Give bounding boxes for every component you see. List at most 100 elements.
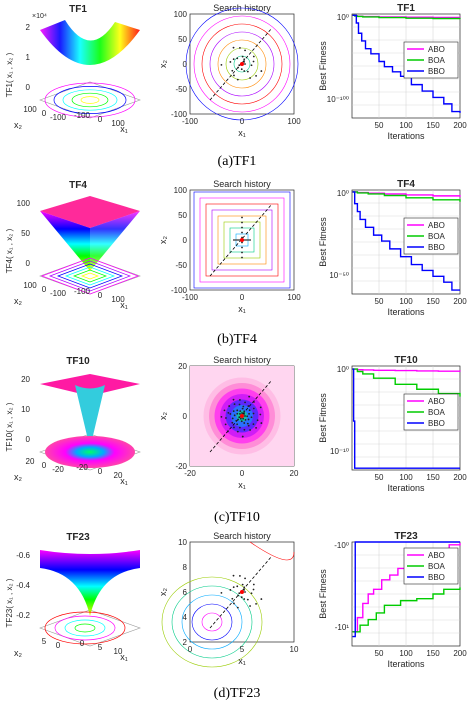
- search-point: [239, 47, 241, 49]
- search-point: [240, 68, 243, 71]
- search-point: [235, 239, 237, 241]
- search-point: [232, 46, 235, 49]
- chart-title: TF4: [397, 179, 415, 190]
- search-point: [242, 417, 245, 420]
- surface-y-tick: 20: [26, 457, 35, 466]
- search-x-tick: -100: [182, 117, 199, 126]
- surface-contour: [81, 272, 99, 280]
- search-y-tick: 4: [183, 613, 188, 622]
- series-line-boa: [352, 368, 461, 397]
- legend-label-abo: ABO: [428, 551, 445, 560]
- search-point: [236, 78, 239, 81]
- search-point: [220, 63, 223, 66]
- search-y-label: x₂: [158, 588, 168, 597]
- search-point: [252, 412, 255, 415]
- search-y-tick: 100: [174, 186, 188, 195]
- search-point: [249, 77, 251, 79]
- search-y-tick: 8: [183, 563, 188, 572]
- surface-z-tick: 20: [21, 375, 30, 384]
- search-point: [260, 598, 263, 600]
- search-point: [241, 246, 243, 249]
- surface-x-tick: 0: [98, 291, 103, 300]
- search-point: [231, 417, 234, 420]
- search-point: [238, 426, 241, 429]
- surface-face-right: [90, 211, 140, 271]
- search-point: [250, 416, 253, 419]
- surface-floor-contours: [45, 436, 135, 468]
- search-point: [232, 586, 235, 589]
- search-point: [252, 407, 255, 410]
- chart-y-tick: 10⁰: [337, 189, 349, 198]
- search-title: Search history: [213, 179, 271, 189]
- search-contour: [181, 594, 243, 650]
- search-point: [243, 586, 246, 589]
- surface-y-tick: -20: [52, 465, 64, 474]
- surface-z-tick: 1: [26, 53, 31, 62]
- search-point: [227, 411, 230, 414]
- search-point: [238, 64, 241, 67]
- search-point: [224, 423, 227, 426]
- chart-x-tick: 100: [399, 649, 413, 658]
- surface-x-tick: 100: [111, 295, 125, 304]
- series-line-bbo: [352, 191, 460, 291]
- search-point: [247, 239, 249, 241]
- search-point: [236, 430, 239, 433]
- chart-y-label: Best Fitness: [318, 393, 328, 443]
- search-point: [236, 409, 239, 412]
- surface-x-tick: 0: [98, 467, 103, 476]
- search-point: [255, 426, 257, 429]
- search-point: [260, 70, 263, 72]
- figure-row-3: (c)TF10 TF10 TF10( x₁ , x₂ ) 0 10 20 -20 0 20 -20…: [5, 355, 467, 525]
- search-point: [232, 398, 235, 401]
- search-y-tick: 0: [183, 236, 188, 245]
- surface-x-tick: 0: [98, 115, 103, 124]
- surface-mesh: [40, 20, 140, 65]
- surface-z-tick: 2: [26, 23, 31, 32]
- chart-y-label: Best Fitness: [318, 217, 328, 267]
- search-point: [248, 395, 251, 398]
- search-contour: [211, 209, 273, 271]
- surface-mesh: [40, 550, 140, 616]
- search-point: [252, 583, 255, 586]
- surface-z-label: TF4( x₁ , x₂ ): [5, 228, 14, 273]
- convergence-chart: TF1 50 100 150 200 10⁰ 10⁻¹⁰⁰ Iterations Best Fi…: [318, 3, 467, 141]
- legend-label-abo: ABO: [428, 397, 445, 406]
- surface-y-label: x₂: [14, 648, 23, 658]
- surface-y-tick: 0: [42, 461, 47, 470]
- search-point: [246, 415, 249, 418]
- chart-x-tick: 50: [375, 649, 384, 658]
- search-point: [228, 405, 231, 407]
- search-point: [246, 598, 249, 601]
- search-point: [239, 575, 241, 577]
- chart-title: TF1: [397, 3, 415, 14]
- search-point: [241, 407, 244, 410]
- surface-contour: [44, 611, 126, 645]
- surface-y-tick: -100: [50, 289, 67, 298]
- surface-z-tick: 10: [21, 405, 30, 414]
- search-y-tick: 50: [178, 35, 187, 44]
- search-point: [242, 405, 245, 408]
- search-point: [241, 241, 243, 244]
- surface-contour: [41, 257, 139, 295]
- legend-label-boa: BOA: [428, 232, 446, 241]
- search-y-tick: -20: [175, 462, 187, 471]
- chart-y-tick: 10⁰: [337, 365, 349, 374]
- search-point: [249, 239, 251, 241]
- search-point: [241, 236, 243, 239]
- search-point: [252, 60, 255, 63]
- surface-z-tick: -0.4: [16, 581, 30, 590]
- surface-z-tick: 100: [17, 199, 31, 208]
- search-y-tick: 20: [178, 362, 187, 371]
- chart-y-tick: 10⁻¹⁰: [330, 447, 349, 456]
- row-caption: (b)TF4: [217, 332, 257, 347]
- legend-label-abo: ABO: [428, 45, 445, 54]
- search-y-tick: -50: [175, 85, 187, 94]
- surface-x-label: x₁: [120, 300, 128, 310]
- search-best-point: [240, 414, 244, 418]
- surface-y-tick: 100: [23, 105, 37, 114]
